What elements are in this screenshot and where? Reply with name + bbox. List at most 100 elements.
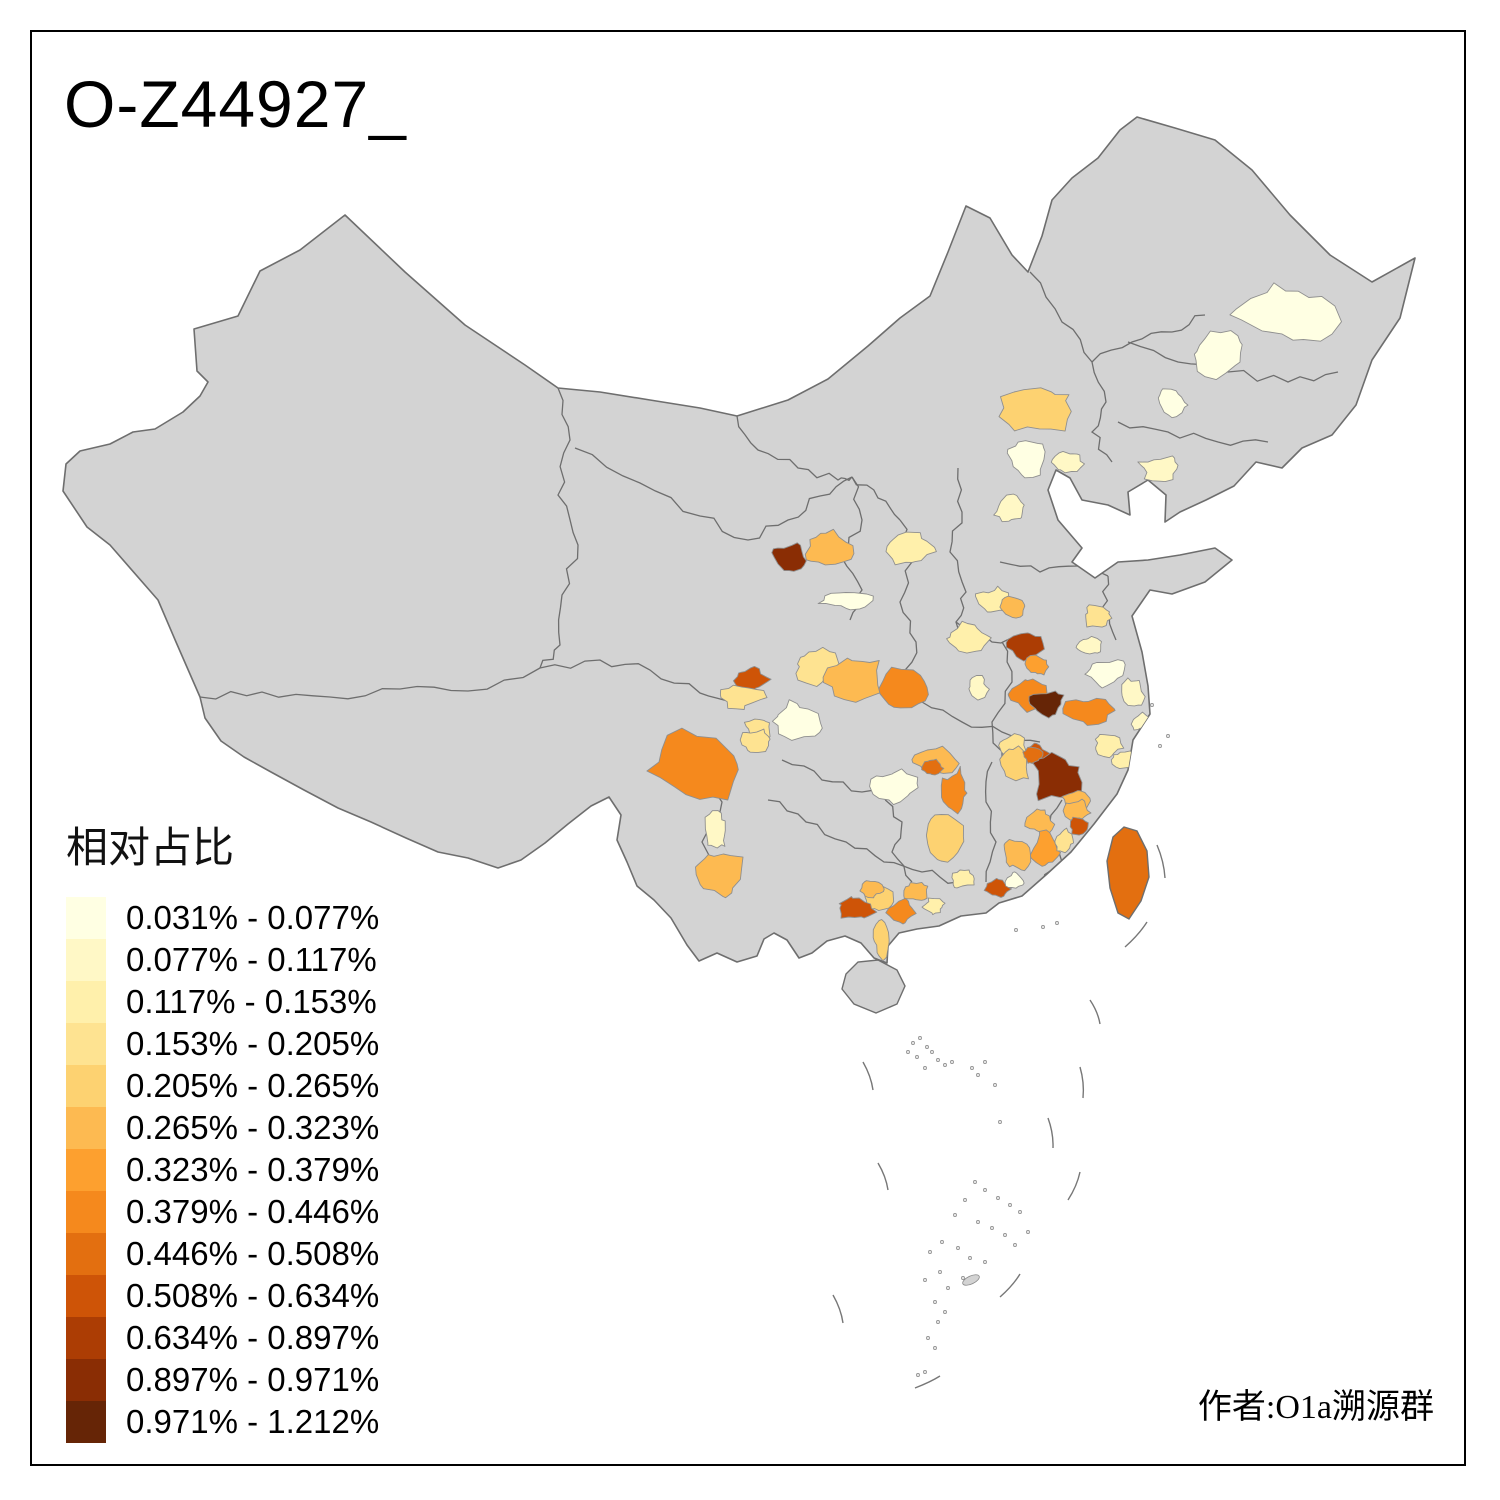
legend-range-label: 0.205% - 0.265% (126, 1067, 380, 1104)
legend-range-label: 0.446% - 0.508% (126, 1235, 380, 1272)
map-region (739, 728, 771, 753)
small-gray-islet (962, 1274, 980, 1286)
map-region (1050, 450, 1085, 474)
legend-rows: 0.031% - 0.077% 0.077% - 0.117% 0.117% - 0… (66, 897, 526, 1443)
map-region (993, 493, 1025, 523)
legend: 相对占比 0.031% - 0.077% 0.077% - 0.117% 0.117… (66, 814, 526, 1443)
map-region (1075, 635, 1102, 655)
legend-row: 0.077% - 0.117% (66, 939, 526, 981)
legend-swatch (66, 897, 106, 939)
map-region (859, 880, 885, 899)
map-region (771, 699, 823, 741)
legend-row: 0.446% - 0.508% (66, 1233, 526, 1275)
legend-row: 0.971% - 1.212% (66, 1401, 526, 1443)
map-region (946, 620, 992, 654)
legend-range-label: 0.117% - 0.153% (126, 983, 377, 1020)
sea-dash-lines (832, 844, 1166, 1389)
hainan-island (841, 959, 906, 1014)
legend-swatch (66, 1023, 106, 1065)
legend-swatch (66, 939, 106, 981)
legend-range-label: 0.153% - 0.205% (126, 1025, 380, 1062)
map-region (646, 727, 739, 801)
page-title: O-Z44927_ (64, 67, 407, 141)
map-region (925, 814, 965, 863)
legend-row: 0.153% - 0.205% (66, 1023, 526, 1065)
legend-swatch (66, 1107, 106, 1149)
legend-title: 相对占比 (66, 826, 235, 872)
legend-range-label: 0.379% - 0.446% (126, 1193, 380, 1230)
legend-swatch (66, 1359, 106, 1401)
legend-row: 0.323% - 0.379% (66, 1149, 526, 1191)
map-region (872, 919, 890, 962)
legend-swatch (66, 1401, 106, 1443)
map-region (838, 896, 878, 919)
map-region (940, 765, 968, 815)
map-region (999, 745, 1029, 782)
map-region (1094, 733, 1125, 759)
legend-row: 0.379% - 0.446% (66, 1191, 526, 1233)
legend-swatch (66, 981, 106, 1023)
map-region (1157, 388, 1189, 419)
legend-swatch (66, 1233, 106, 1275)
map-region (869, 768, 919, 806)
map-region (817, 592, 874, 611)
map-region (1084, 659, 1126, 689)
legend-swatch (66, 1191, 106, 1233)
map-region (771, 542, 807, 572)
map-region (704, 810, 726, 849)
legend-range-label: 0.077% - 0.117% (126, 941, 377, 978)
map-region (1028, 690, 1065, 719)
legend-row: 0.634% - 0.897% (66, 1317, 526, 1359)
sea-islets (906, 703, 1170, 1377)
legend-range-label: 0.323% - 0.379% (126, 1151, 380, 1188)
legend-row: 0.897% - 0.971% (66, 1359, 526, 1401)
legend-swatch (66, 1065, 106, 1107)
map-region (1024, 654, 1050, 676)
figure-frame (30, 30, 1466, 1466)
china-outline (62, 116, 1416, 964)
map-region (998, 387, 1072, 432)
legend-range-label: 0.031% - 0.077% (126, 899, 380, 936)
map-region (1003, 838, 1032, 872)
colored-regions (646, 282, 1342, 962)
map-region (1062, 697, 1116, 726)
map-region (878, 666, 929, 709)
map-region (1022, 746, 1044, 764)
legend-row: 0.031% - 0.077% (66, 897, 526, 939)
map-region (921, 897, 946, 916)
legend-row: 0.265% - 0.323% (66, 1107, 526, 1149)
map-region (1029, 829, 1062, 867)
map-region (968, 674, 990, 701)
map-region (1004, 871, 1025, 889)
map-region (822, 657, 881, 703)
map-region (719, 684, 768, 710)
map-region (1121, 677, 1146, 707)
legend-swatch (66, 1149, 106, 1191)
map-region (1085, 604, 1113, 628)
legend-row: 0.508% - 0.634% (66, 1275, 526, 1317)
map-region (804, 528, 855, 566)
legend-range-label: 0.897% - 0.971% (126, 1361, 380, 1398)
map-region (1193, 330, 1243, 381)
map-region (1137, 455, 1179, 483)
legend-range-label: 0.508% - 0.634% (126, 1277, 380, 1314)
map-region (1054, 827, 1075, 854)
map-region (885, 531, 937, 566)
map-region (1006, 440, 1046, 479)
map-region (795, 646, 840, 687)
legend-row: 0.117% - 0.153% (66, 981, 526, 1023)
map-region (695, 853, 744, 899)
legend-swatch (66, 1317, 106, 1359)
attribution-text: 作者:O1a溯源群 (1197, 1389, 1434, 1426)
map-region (951, 869, 975, 889)
legend-range-label: 0.971% - 1.212% (126, 1403, 380, 1440)
map-region (921, 758, 945, 776)
map-region (732, 665, 772, 693)
map-region (999, 595, 1026, 619)
map-region (1069, 816, 1089, 836)
legend-range-label: 0.634% - 0.897% (126, 1319, 380, 1356)
legend-range-label: 0.265% - 0.323% (126, 1109, 380, 1146)
legend-swatch (66, 1275, 106, 1317)
